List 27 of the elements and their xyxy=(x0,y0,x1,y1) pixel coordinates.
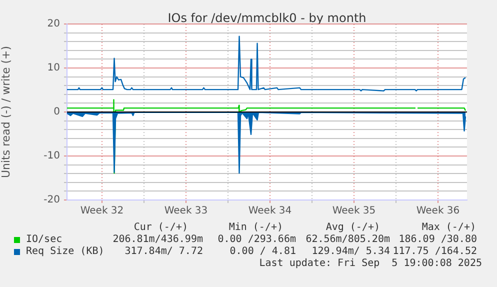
chart-title: IOs for /dev/mmcblk0 - by month xyxy=(168,11,366,26)
text: Max (-/+) xyxy=(422,222,476,234)
text: Avg (-/+) xyxy=(326,222,380,234)
text: Min (-/+) xyxy=(228,222,283,234)
legend-label: Req Size (KB) xyxy=(26,246,104,258)
x-tick-label: Week 35 xyxy=(332,206,376,217)
text: 0.00 / 4.81 xyxy=(230,246,296,258)
y-tick-label: 10 xyxy=(47,62,60,74)
text: Last update: Fri Sep 5 19:00:08 2025 xyxy=(259,258,482,270)
text: 62.56m/805.20m xyxy=(306,234,390,246)
y-tick-label: -10 xyxy=(44,150,60,162)
y-tick-label: 0 xyxy=(54,106,60,118)
y-tick-label: 20 xyxy=(47,18,60,30)
x-tick-label: Week 33 xyxy=(164,206,208,217)
text: 186.09 /30.80 xyxy=(398,234,477,246)
text: 317.84m/ 7.72 xyxy=(124,246,203,258)
legend-label: IO/sec xyxy=(26,234,62,246)
text: Cur (-/+) xyxy=(134,222,188,234)
text: 129.94m/ 5.34 xyxy=(312,246,390,258)
y-tick-label: -20 xyxy=(44,194,60,206)
text: 206.81m/436.99m xyxy=(112,234,203,246)
y-axis-title: Units read (-) / write (+) xyxy=(0,46,12,178)
x-tick-label: Week 34 xyxy=(248,206,292,217)
x-tick-label: Week 32 xyxy=(80,206,124,217)
text: 0.00 /293.66m xyxy=(218,234,296,246)
x-tick-label: Week 36 xyxy=(416,206,460,217)
text: 117.75 /164.52 xyxy=(392,246,477,258)
